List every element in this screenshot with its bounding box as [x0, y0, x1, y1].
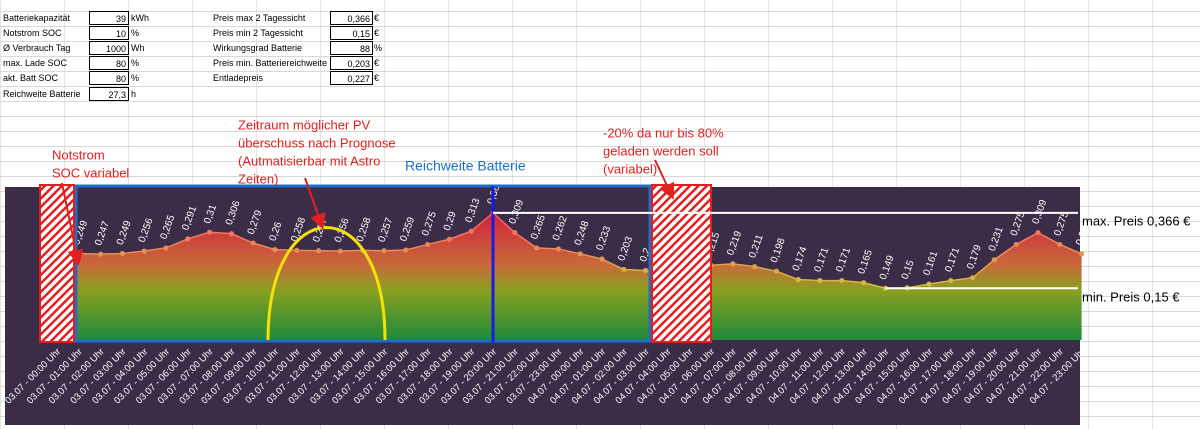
price-point	[817, 277, 823, 284]
param-value: 0,227	[330, 71, 373, 85]
param-value: 1000	[89, 41, 129, 55]
price-point	[425, 241, 431, 248]
price-point	[468, 228, 474, 234]
price-point	[577, 251, 583, 257]
param-label: Entladepreis	[213, 73, 264, 83]
param-unit: kWh	[131, 13, 149, 23]
price-point	[98, 251, 104, 257]
annotation: max. Preis 0,366 €	[1082, 213, 1191, 228]
arrow	[61, 182, 84, 266]
annotation: (variabel)	[603, 161, 657, 176]
param-unit: €	[374, 13, 380, 23]
price-point	[970, 275, 976, 281]
price-point	[294, 247, 300, 253]
price-point	[1035, 230, 1041, 236]
annotation: Zeitraum möglicher PV	[238, 117, 371, 132]
price-point	[1013, 241, 1019, 248]
price-point	[752, 264, 758, 270]
param-unit: €	[374, 58, 380, 68]
param-label: Batteriekapazität	[3, 13, 71, 23]
param-label: Ø Verbrauch Tag	[3, 43, 71, 53]
annotation: Reichweite Batterie	[405, 158, 526, 174]
price-point	[185, 236, 191, 242]
param-value: 88	[330, 41, 373, 55]
param-unit: %	[131, 28, 140, 38]
price-point	[272, 247, 278, 253]
param-value: 80	[89, 56, 129, 70]
price-point	[141, 248, 147, 254]
price-point	[730, 261, 736, 267]
annotation: Notstrom	[52, 147, 105, 162]
annotation: (Autmatisierbar mit Astro	[238, 153, 380, 168]
param-unit: %	[131, 73, 140, 83]
price-point	[403, 247, 409, 253]
price-point	[599, 256, 605, 262]
param-label: Notstrom SOC	[3, 28, 62, 38]
price-point	[250, 240, 256, 246]
param-value: 80	[89, 71, 129, 85]
param-label: akt. Batt SOC	[3, 73, 59, 83]
param-unit: %	[131, 58, 140, 68]
price-point	[119, 250, 125, 257]
pv-arc	[266, 226, 387, 341]
param-value: 39	[89, 11, 129, 25]
param-value: 27,3	[89, 87, 129, 101]
price-point	[228, 231, 234, 237]
price-point	[621, 266, 627, 273]
param-label: Preis min. Batteriereichweite	[213, 58, 328, 68]
price-point	[534, 245, 540, 251]
annotation: Zeiten)	[238, 171, 278, 186]
price-point	[991, 257, 998, 263]
charge-limit-box	[651, 184, 712, 343]
arrow	[304, 177, 326, 230]
price-point	[512, 230, 518, 236]
price-point	[1057, 241, 1063, 248]
price-point	[948, 277, 954, 284]
param-unit: €	[374, 28, 380, 38]
price-point	[337, 248, 343, 254]
price-point	[381, 248, 387, 254]
annotation: überschuss nach Prognose	[238, 135, 396, 150]
param-value: 10	[89, 26, 129, 40]
price-point	[1079, 251, 1085, 257]
price-point	[861, 280, 867, 286]
param-unit: Wh	[131, 43, 145, 53]
price-point	[555, 246, 562, 252]
price-point	[643, 267, 649, 274]
price-area	[57, 212, 1082, 340]
price-point	[926, 281, 932, 287]
emergency-soc-box	[39, 184, 75, 343]
param-unit: h	[131, 89, 137, 99]
annotation: SOC variabel	[52, 165, 129, 180]
param-label: Wirkungsgrad Batterie	[213, 43, 303, 53]
param-unit: €	[374, 73, 380, 83]
param-value: 0,366	[330, 11, 373, 25]
param-unit: %	[374, 43, 383, 53]
price-point	[446, 236, 452, 242]
param-label: Preis max 2 Tagessicht	[213, 13, 306, 23]
annotation: min. Preis 0,15 €	[1082, 289, 1180, 304]
param-label: Reichweite Batterie	[3, 89, 81, 99]
param-value: 0,15	[330, 26, 373, 40]
param-value: 0,203	[330, 56, 373, 70]
param-label: Preis min 2 Tagessicht	[213, 28, 303, 38]
price-point	[795, 276, 801, 283]
arrow	[654, 159, 675, 200]
annotation: geladen werden soll	[603, 143, 719, 158]
price-point	[316, 248, 322, 254]
param-label: max. Lade SOC	[3, 58, 68, 68]
price-point	[839, 277, 845, 284]
annotation: -20% da nur bis 80%	[603, 125, 724, 140]
price-point	[773, 268, 780, 274]
price-point	[163, 245, 169, 251]
price-point	[207, 229, 213, 235]
